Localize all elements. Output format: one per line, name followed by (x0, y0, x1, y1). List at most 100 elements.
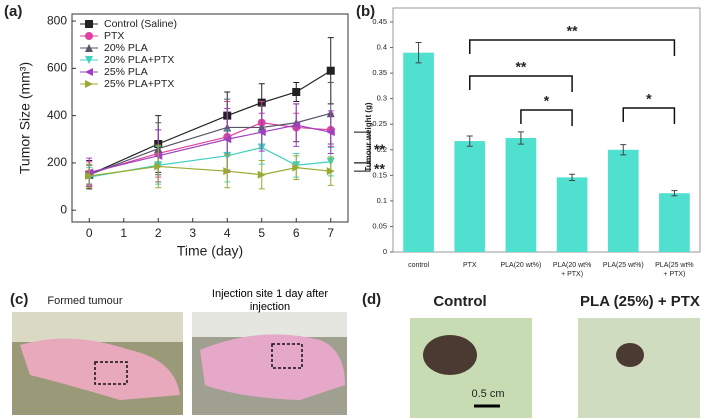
series-line (89, 122, 331, 175)
x-tick-label: 6 (293, 226, 300, 240)
legend-label: 25% PLA (104, 66, 148, 78)
photo-title: PLA (25%) + PTX (580, 293, 700, 310)
x-tick-label: PLA(25 wt%) (602, 262, 644, 269)
bar (454, 141, 486, 252)
series-line (89, 165, 331, 177)
error-bar (569, 173, 576, 181)
marker (326, 167, 335, 176)
plot-frame (392, 7, 701, 253)
legend-marker (85, 44, 93, 52)
x-tick-label: PLA(25 wt% + PTX) (655, 262, 694, 278)
x-tick-label: 5 (258, 226, 265, 240)
injection-box (271, 343, 303, 369)
significance-label: ** (515, 59, 526, 75)
marker (85, 171, 94, 180)
marker (223, 167, 232, 176)
x-tick-label: 0 (86, 226, 93, 240)
y-tick-label: 0.4 (377, 43, 387, 52)
y-tick-label: 0.45 (372, 17, 387, 26)
y-tick-label: 0.2 (377, 145, 387, 154)
marker (292, 88, 301, 96)
photo (578, 318, 700, 418)
y-axis-label: Tumour weight (g) (364, 102, 373, 172)
photo-bg (192, 312, 347, 337)
y-tick-label: 0.05 (372, 221, 387, 230)
x-tick-label: 3 (189, 226, 196, 240)
y-tick-label: 0.35 (372, 68, 387, 77)
panel-label: (b) (356, 3, 375, 20)
legend-marker (85, 20, 93, 28)
legend-label: Control (Saline) (104, 18, 177, 30)
marker (326, 128, 335, 137)
tumour (423, 335, 477, 375)
bar (659, 193, 690, 252)
marker (326, 66, 335, 75)
marker (223, 135, 232, 144)
legend-marker (85, 32, 93, 40)
y-axis-label: Tumor Size (mm³) (17, 62, 33, 174)
y-tick-label: 0.15 (372, 170, 387, 179)
x-tick-label: 4 (224, 226, 231, 240)
panel-label: (c) (10, 291, 28, 308)
y-tick-label: 0.3 (377, 94, 387, 103)
x-axis-label: Time (day) (177, 243, 243, 259)
x-tick-label: PTX (462, 262, 477, 269)
mouse (20, 338, 180, 400)
caption-box: Injection site 1 day after injection (212, 288, 328, 313)
y-tick-label: 0.1 (377, 196, 387, 205)
legend-marker (85, 80, 93, 88)
y-tick-label: 0 (60, 202, 67, 216)
y-tick-label: 800 (47, 13, 67, 27)
mouse (200, 334, 345, 400)
x-tick-label: PLA(20 wt%) (500, 262, 542, 269)
panel-label: (a) (4, 3, 22, 20)
series-line (89, 112, 331, 176)
legend-label: 25% PLA+PTX (104, 78, 174, 90)
photo-title: Control (433, 293, 486, 310)
marker (257, 128, 266, 137)
error-bar (620, 144, 627, 156)
x-tick-label: control (408, 262, 430, 269)
legend-label: 20% PLA (104, 42, 148, 54)
significance-bracket (354, 162, 371, 172)
tumour (616, 343, 644, 367)
error-bar (415, 41, 422, 64)
error-bar (466, 135, 473, 147)
bar (505, 138, 537, 252)
plot-frame (71, 13, 349, 223)
series-line (89, 70, 332, 176)
error-bar (671, 190, 678, 197)
x-tick-label: PLA(20 wt% + PTX) (552, 262, 592, 278)
tumour-box (94, 361, 128, 385)
marker (292, 121, 301, 130)
significance-bracket (520, 109, 573, 126)
legend-label: PTX (104, 30, 124, 42)
bar (556, 177, 588, 252)
series-line (89, 124, 331, 173)
significance-label: * (646, 91, 652, 107)
significance-bracket (469, 75, 573, 92)
marker (257, 170, 266, 179)
legend-marker (85, 56, 93, 64)
x-tick-label: 7 (327, 226, 334, 240)
significance-label: * (544, 93, 550, 109)
panel-label: (d) (362, 291, 381, 308)
legend-marker (85, 68, 93, 76)
error-bar (517, 131, 524, 145)
legend-label: 20% PLA+PTX (104, 54, 174, 66)
bar (403, 52, 434, 252)
x-tick-label: 1 (120, 226, 127, 240)
scale-label: 0.5 cm (471, 388, 504, 400)
y-tick-label: 0 (383, 247, 387, 256)
marker (292, 163, 301, 172)
series-line (89, 146, 331, 178)
significance-label: ** (374, 161, 385, 177)
bar (607, 149, 639, 252)
significance-bracket (469, 39, 676, 56)
significance-label: ** (374, 141, 385, 157)
y-tick-label: 0.25 (372, 119, 387, 128)
photo (410, 318, 532, 418)
y-tick-label: 400 (47, 108, 67, 122)
